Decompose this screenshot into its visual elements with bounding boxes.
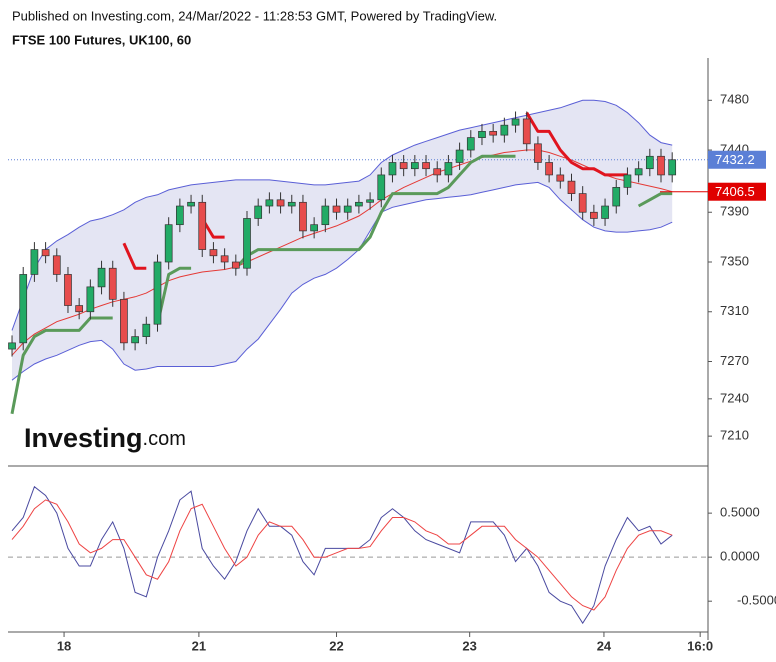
- candle-body: [86, 286, 95, 313]
- candle-body: [668, 159, 677, 176]
- candle-body: [355, 201, 363, 207]
- candle-body: [265, 199, 274, 207]
- logo: Investing.com: [24, 423, 186, 453]
- y-tick-label: 7270: [720, 353, 749, 368]
- logo-word: Investing: [24, 423, 143, 453]
- candle-body: [645, 155, 654, 170]
- candle-body: [489, 131, 498, 136]
- candle-body: [578, 193, 587, 213]
- candle-body: [444, 162, 453, 176]
- candle-body: [176, 205, 184, 226]
- supertrend-up: [10, 154, 673, 415]
- candle-body: [64, 274, 72, 306]
- band-upper: [11, 99, 673, 331]
- candle-body: [433, 168, 442, 176]
- band-lower: [11, 181, 673, 381]
- candle-body: [388, 162, 397, 176]
- x-tick-label: 23: [462, 638, 476, 653]
- candle-body: [41, 249, 50, 257]
- candle-body: [164, 224, 173, 263]
- basis-price-label: 7406.5: [715, 184, 755, 199]
- y-tick-label: 0.0000: [720, 549, 760, 564]
- candle-body: [545, 162, 553, 176]
- candle-body: [75, 305, 84, 313]
- basis-price-label-box: [708, 182, 766, 201]
- candle-body: [19, 274, 28, 344]
- candle-body: [332, 205, 341, 213]
- candle-body: [243, 218, 251, 269]
- candle-body: [422, 162, 430, 170]
- candle-body: [209, 249, 218, 257]
- candle-body: [142, 323, 151, 337]
- last-price-label-box: [708, 150, 766, 169]
- candle-body: [8, 342, 16, 350]
- candle-body: [500, 124, 509, 136]
- candle-body: [120, 298, 128, 344]
- candle-body: [108, 267, 117, 300]
- y-tick-label: 0.5000: [720, 505, 760, 520]
- candle-body: [466, 137, 475, 151]
- y-tick-label: 7350: [720, 253, 749, 268]
- candle-body: [623, 174, 632, 188]
- candle-body: [511, 118, 520, 126]
- candle-body: [276, 199, 285, 207]
- y-tick-label: 7480: [720, 92, 749, 107]
- candle-body: [97, 267, 106, 288]
- candle-body: [220, 255, 229, 263]
- candle-body: [198, 201, 207, 250]
- x-tick-label: 16:0: [687, 638, 713, 653]
- candle-body: [30, 249, 39, 275]
- candle-body: [287, 201, 296, 207]
- chart-title: FTSE 100 Futures, UK100, 60: [12, 32, 191, 47]
- y-tick-label: 7310: [720, 303, 749, 318]
- candle-body: [343, 205, 352, 213]
- candle-body: [366, 199, 374, 203]
- candle-body: [534, 143, 542, 163]
- candle-body: [131, 336, 139, 344]
- oscillator-line: [11, 499, 673, 611]
- candle-body: [231, 261, 240, 269]
- candle-body: [410, 162, 419, 170]
- candle-body: [455, 149, 464, 163]
- candle-body: [153, 261, 162, 325]
- candle-body: [556, 174, 565, 182]
- candle-body: [634, 168, 643, 176]
- candle-body: [254, 205, 263, 219]
- candle-body: [601, 205, 609, 219]
- x-tick-label: 18: [57, 638, 71, 653]
- y-tick-label: 7210: [720, 428, 749, 443]
- candle-body: [310, 224, 318, 232]
- candle-body: [52, 255, 61, 275]
- plot: [8, 99, 708, 625]
- candle-body: [321, 205, 330, 226]
- candle-body: [478, 131, 486, 138]
- candle-body: [399, 162, 408, 170]
- candle-body: [612, 187, 621, 207]
- oscillator-line: [11, 485, 673, 625]
- y-tick-label: 7390: [720, 204, 749, 219]
- y-tick-label: 7240: [720, 390, 749, 405]
- candle-body: [187, 201, 195, 207]
- band-fill: [12, 100, 673, 381]
- candle-body: [522, 118, 531, 145]
- logo-suffix: .com: [143, 428, 186, 450]
- candle-body: [657, 155, 665, 176]
- last-price-label: 7432.2: [715, 152, 755, 167]
- candle-body: [590, 211, 598, 219]
- candle-body: [377, 174, 386, 201]
- x-tick-label: 21: [192, 638, 206, 653]
- x-tick-label: 22: [329, 638, 343, 653]
- candle-body: [299, 201, 307, 232]
- x-tick-label: 24: [597, 638, 612, 653]
- candle-body: [567, 180, 576, 194]
- source-line: Published on Investing.com, 24/Mar/2022 …: [12, 8, 497, 23]
- y-tick-label: -0.5000: [737, 593, 776, 608]
